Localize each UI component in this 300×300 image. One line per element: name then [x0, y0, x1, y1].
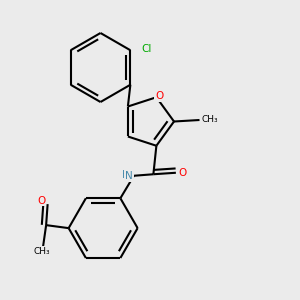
Text: CH₃: CH₃	[33, 247, 50, 256]
Text: H: H	[122, 170, 129, 180]
Text: O: O	[155, 91, 164, 101]
Text: O: O	[178, 168, 187, 178]
Text: N: N	[125, 171, 133, 181]
Text: CH₃: CH₃	[202, 116, 218, 124]
Text: Cl: Cl	[142, 44, 152, 54]
Text: O: O	[37, 196, 45, 206]
